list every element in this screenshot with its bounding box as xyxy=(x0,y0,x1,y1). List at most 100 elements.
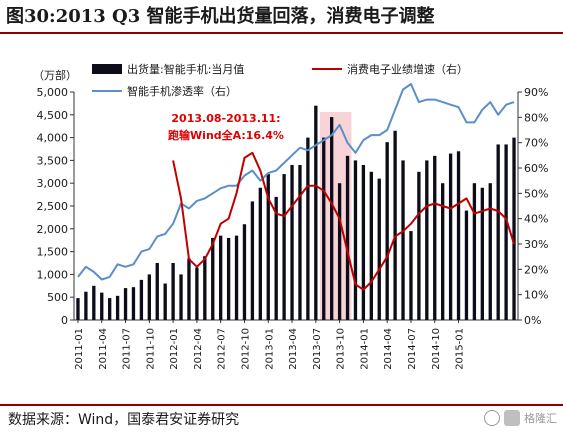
shipment-bar xyxy=(322,137,326,320)
shipment-bar xyxy=(171,263,175,320)
shipment-bar xyxy=(306,137,310,320)
shipment-bar xyxy=(108,298,112,320)
annotation-line-1: 2013.08-2013.11: xyxy=(171,112,280,125)
right-tick-label: 60% xyxy=(524,162,548,175)
x-tick-label: 2011-04 xyxy=(98,328,109,370)
right-tick-label: 20% xyxy=(524,263,548,276)
shipment-bar xyxy=(361,164,366,320)
right-tick-label: 40% xyxy=(524,213,548,226)
left-tick-label: 1,000 xyxy=(37,268,69,281)
shipment-bar xyxy=(131,287,136,320)
legend-label-penetration: 智能手机渗透率（右） xyxy=(127,84,237,98)
shipment-bar xyxy=(298,164,302,320)
shipment-bar xyxy=(147,274,151,320)
x-tick-label: 2012-10 xyxy=(240,328,251,370)
lines-layer xyxy=(77,83,515,291)
shipment-bar xyxy=(377,178,381,320)
x-tick-label: 2013-01 xyxy=(264,328,275,370)
shipment-bar xyxy=(195,267,199,320)
shipment-bar xyxy=(139,279,144,320)
chart: 0 500 1,000 1,500 2,000 2,500 3,000 3,500 4,000 4… xyxy=(33,62,548,370)
shipment-bar xyxy=(512,137,516,320)
shipment-bar xyxy=(266,174,270,320)
right-tick-label: 0% xyxy=(524,314,541,327)
x-tick-label: 2011-01 xyxy=(74,328,85,370)
right-tick-label: 50% xyxy=(524,187,548,200)
x-tick-label: 2011-07 xyxy=(122,328,133,370)
shipment-bar xyxy=(353,160,358,320)
shipment-bar xyxy=(123,288,128,320)
legend: 出货量:智能手机:当月值 消费电子业绩增速（右） 智能手机渗透率（右） xyxy=(92,62,468,98)
penetration-rate-line xyxy=(77,83,515,281)
shipment-bar xyxy=(480,187,484,320)
left-tick-label: 3,500 xyxy=(37,154,69,167)
x-tick-label: 2013-10 xyxy=(336,328,347,370)
x-tick-label: 2012-01 xyxy=(169,328,180,370)
left-tick-label: 2,000 xyxy=(37,223,69,236)
shipment-bar xyxy=(219,235,223,320)
shipment-bar xyxy=(274,196,278,320)
shipment-bar xyxy=(393,130,397,320)
shipment-bar xyxy=(179,274,183,320)
shipment-bar xyxy=(488,183,492,320)
x-tick-label: 2013-04 xyxy=(288,328,299,370)
shipment-bar xyxy=(369,171,373,320)
right-tick-label: 80% xyxy=(524,111,548,124)
shipment-bar xyxy=(472,183,477,320)
shipment-bar xyxy=(234,235,239,320)
watermark: 格隆汇 xyxy=(484,410,557,426)
shipment-bar xyxy=(250,201,255,320)
shipment-bar xyxy=(290,164,294,320)
shipment-bar xyxy=(330,117,334,320)
shipment-bar xyxy=(115,295,120,320)
left-tick-label: 4,500 xyxy=(37,109,69,122)
shipment-bar xyxy=(448,153,453,320)
right-tick-label: 10% xyxy=(524,289,548,302)
shipment-bar xyxy=(84,291,88,320)
shipment-bar xyxy=(187,258,191,320)
left-tick-label: 4,000 xyxy=(37,132,69,145)
consumer-electronics-growth-line xyxy=(172,151,515,291)
left-tick-label: 3,000 xyxy=(37,177,69,190)
left-tick-label: 0 xyxy=(61,314,68,327)
data-source: 数据来源：Wind，国泰君安证券研究 xyxy=(0,404,563,440)
shipment-bar xyxy=(464,210,469,320)
shipment-bar xyxy=(441,183,445,320)
shipment-bar xyxy=(409,231,413,320)
legend-label-growth: 消费电子业绩增速（右） xyxy=(347,62,468,76)
shipment-bar xyxy=(417,171,421,320)
shipment-bar xyxy=(92,285,96,320)
x-tick-label: 2014-07 xyxy=(407,328,418,370)
x-tick-label: 2015-01 xyxy=(455,328,466,370)
x-tick-label: 2014-04 xyxy=(383,328,394,370)
shipment-bar xyxy=(314,105,318,321)
shipment-bar xyxy=(385,142,389,320)
x-tick-label: 2012-07 xyxy=(217,328,228,370)
shipment-bar xyxy=(155,263,159,320)
annotation-line-2: 跑输Wind全A:16.4% xyxy=(168,128,284,142)
right-tick-label: 70% xyxy=(524,137,548,150)
shipment-bar xyxy=(496,144,500,320)
shipment-bar xyxy=(242,224,247,320)
shipment-bar xyxy=(401,160,405,320)
left-tick-label: 500 xyxy=(47,291,68,304)
annotation: 2013.08-2013.11: 跑输Wind全A:16.4% xyxy=(168,112,284,142)
axes-layer: 0 500 1,000 1,500 2,000 2,500 3,000 3,500 4,000 4… xyxy=(33,68,548,370)
left-tick-label: 2,500 xyxy=(37,200,69,213)
shipment-bar xyxy=(100,292,104,320)
shipment-bar xyxy=(203,256,207,320)
shipment-bar xyxy=(76,298,80,320)
x-tick-label: 2012-04 xyxy=(193,328,204,370)
left-axis-unit: （万部） xyxy=(33,68,77,82)
figure-title: 图30:2013 Q3 智能手机出货量回落，消费电子调整 xyxy=(0,0,563,34)
bars-layer xyxy=(76,105,516,321)
shipment-bar xyxy=(456,151,461,320)
watermark-text: 格隆汇 xyxy=(524,412,557,425)
shipment-bar xyxy=(163,283,167,320)
shipment-bar xyxy=(258,187,262,320)
legend-swatch-shipments xyxy=(92,64,122,74)
shipment-bar xyxy=(211,237,215,320)
x-tick-label: 2013-07 xyxy=(312,328,323,370)
x-tick-label: 2014-01 xyxy=(359,328,370,370)
shipment-bar xyxy=(337,183,342,320)
